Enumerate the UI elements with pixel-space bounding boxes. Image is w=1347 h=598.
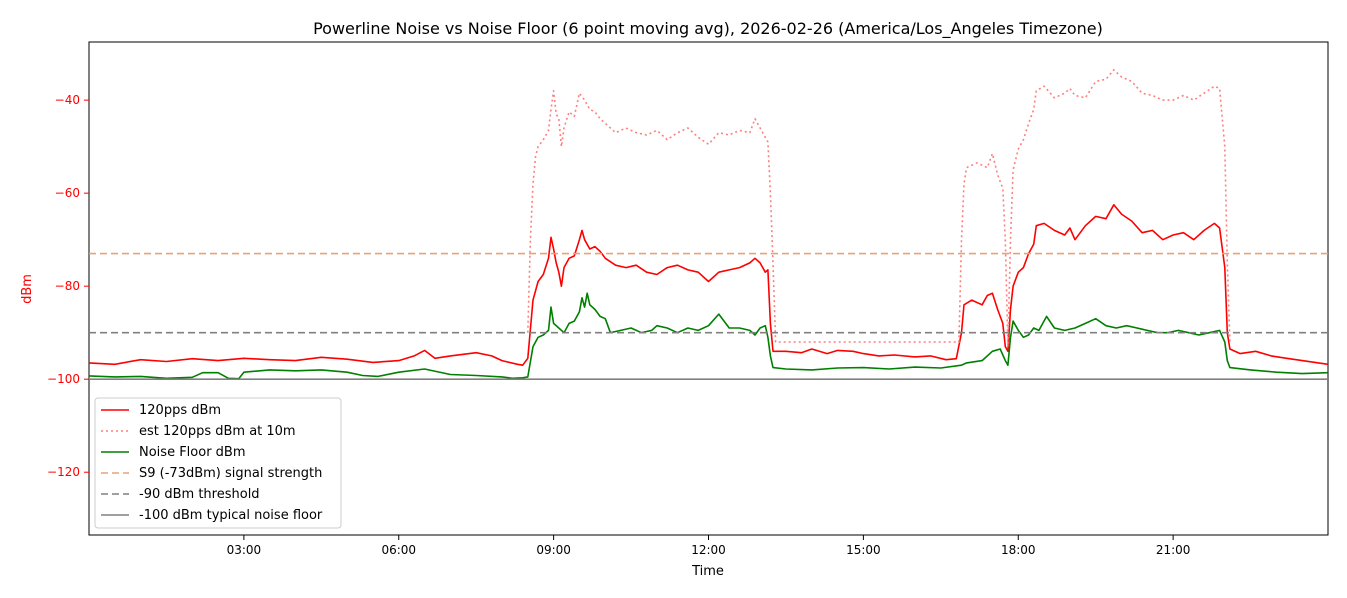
- legend-box: [94, 397, 342, 529]
- x-tick-label-6: 21:00: [1156, 543, 1191, 557]
- y-tick-label-2: −80: [55, 279, 80, 293]
- legend-label-3: S9 (-73dBm) signal strength: [139, 466, 322, 481]
- x-tick-label-2: 09:00: [536, 543, 571, 557]
- legend-label-4: -90 dBm threshold: [139, 487, 260, 502]
- legend: 120pps dBm est 120pps dBm at 10m Noise Flo…: [94, 397, 342, 529]
- legend-label-1: est 120pps dBm at 10m: [139, 424, 296, 439]
- x-tick-label-3: 12:00: [691, 543, 726, 557]
- axes-layer: 03:00 06:00 09:00 12:00 15:00 18:00 21:00 −40 −6…: [47, 93, 1190, 557]
- x-axis-label: Time: [691, 564, 724, 579]
- y-tick-label-3: −100: [47, 372, 80, 386]
- y-axis-label: dBm: [20, 274, 35, 304]
- x-tick-label-5: 18:00: [1001, 543, 1036, 557]
- series-line-2: [89, 292, 1328, 380]
- chart-title: Powerline Noise vs Noise Floor (6 point …: [313, 19, 1103, 39]
- x-tick-label-0: 03:00: [227, 543, 262, 557]
- y-tick-label-1: −60: [55, 186, 80, 200]
- legend-label-0: 120pps dBm: [139, 403, 221, 418]
- series-layer: [89, 69, 1328, 380]
- legend-label-2: Noise Floor dBm: [139, 445, 246, 460]
- series-line-1: [527, 69, 1231, 348]
- series-line-0: [89, 204, 1328, 366]
- x-tick-label-1: 06:00: [381, 543, 416, 557]
- x-tick-label-4: 15:00: [846, 543, 881, 557]
- y-tick-label-0: −40: [55, 93, 80, 107]
- y-tick-label-4: −120: [47, 465, 80, 479]
- legend-label-5: -100 dBm typical noise floor: [139, 508, 323, 523]
